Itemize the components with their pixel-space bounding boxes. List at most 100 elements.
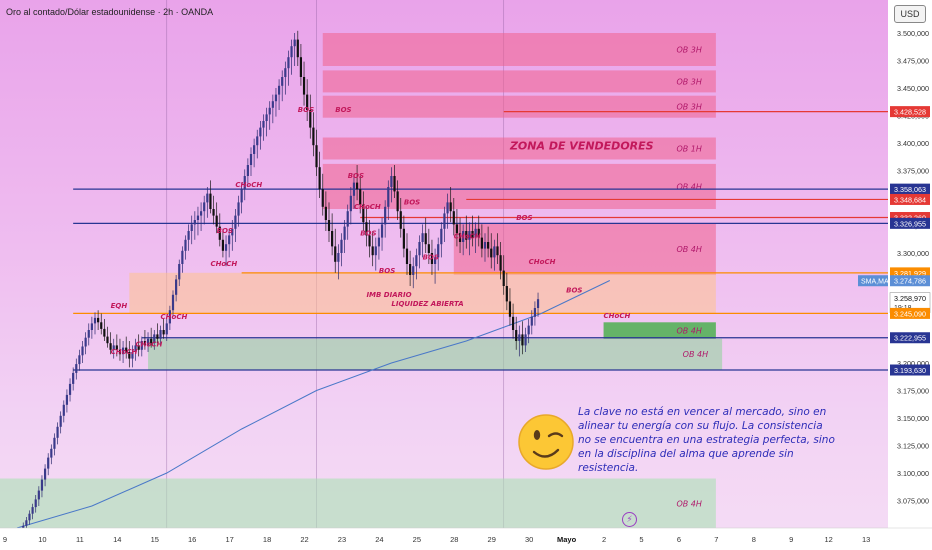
zone-label: OB 4H	[676, 182, 701, 191]
structure-label: CHoCH	[235, 181, 262, 189]
candle-body	[75, 364, 78, 373]
candle-body	[465, 231, 468, 240]
currency-badge[interactable]: USD	[894, 5, 926, 23]
indicator-tag-label: SMA,MA	[861, 279, 889, 286]
candle-body	[443, 213, 446, 229]
candle-body	[468, 231, 471, 240]
candle-body	[521, 334, 524, 346]
candle-body	[253, 145, 256, 154]
candle-body	[302, 77, 306, 95]
candle-body	[505, 286, 508, 302]
candle-body	[209, 193, 212, 209]
zone-box	[322, 95, 716, 118]
zone-label: OB 3H	[676, 77, 701, 86]
candle-body	[527, 325, 530, 335]
price-tag-label: 3.222,955	[894, 334, 926, 343]
candle-body	[365, 222, 368, 236]
candle-body	[206, 193, 209, 203]
zone-box	[0, 478, 716, 528]
structure-label: BOS	[379, 267, 395, 275]
y-tick-label: 3.500,000	[897, 29, 929, 38]
candle-body	[399, 211, 402, 229]
candle-body	[415, 255, 418, 267]
candle-body	[68, 383, 72, 395]
candle-body	[249, 154, 253, 165]
x-tick-label: 9	[3, 535, 7, 544]
x-tick-label: 12	[825, 535, 833, 544]
x-tick-label: 24	[375, 535, 383, 544]
candle-body	[262, 121, 265, 128]
structure-label: BOS	[404, 199, 420, 207]
candle-body	[331, 231, 334, 247]
candle-body	[59, 415, 62, 427]
zone-box	[129, 272, 716, 314]
structure-label: CHoCH	[604, 312, 631, 320]
candle-body	[28, 513, 31, 521]
structure-label: BOS	[298, 106, 314, 114]
structure-label: BOS	[516, 214, 532, 222]
candle-body	[337, 253, 340, 262]
price-tag	[890, 267, 930, 279]
candle-body	[511, 316, 515, 330]
candle-body	[93, 317, 97, 324]
candle-body	[228, 235, 231, 245]
candle-body	[215, 215, 218, 227]
x-tick-label: 30	[525, 535, 533, 544]
zone-box	[322, 163, 716, 209]
structure-label: CHoCH	[161, 313, 188, 321]
candle-body	[168, 310, 171, 324]
candle-body	[518, 334, 521, 341]
candle-body	[53, 437, 56, 449]
candle-body	[265, 114, 268, 121]
candle-body	[359, 189, 362, 205]
candle-body	[159, 330, 162, 339]
candle-body	[533, 308, 537, 317]
candle-body	[430, 253, 434, 264]
candle-body	[318, 167, 321, 190]
candle-body	[437, 244, 440, 258]
candle-body	[240, 189, 243, 203]
candle-body	[371, 246, 374, 256]
x-tick-label: 17	[225, 535, 233, 544]
candle-body	[418, 242, 421, 256]
candle-body	[212, 209, 215, 216]
x-tick-label: 6	[677, 535, 681, 544]
candle-body	[402, 228, 405, 249]
candle-body	[315, 145, 318, 168]
candle-body	[499, 255, 502, 271]
candle-body	[384, 206, 387, 225]
lightning-icon[interactable]: ⚡	[622, 512, 637, 527]
candle-body	[455, 224, 459, 234]
price-tag-label: 3.258,970	[894, 294, 926, 303]
candle-body	[221, 239, 225, 251]
candle-body	[162, 330, 165, 335]
structure-label: EQH	[111, 302, 128, 310]
chart-title: Oro al contado/Dólar estadounidense · 2h…	[6, 7, 214, 17]
x-tick-label: 14	[113, 535, 121, 544]
candle-body	[412, 266, 415, 275]
y-tick-label: 3.475,000	[897, 57, 929, 66]
candle-body	[143, 341, 147, 346]
x-tick-label: 2	[602, 535, 606, 544]
candle-body	[103, 328, 106, 337]
price-tag	[890, 193, 930, 205]
price-tag-label: 3.428,528	[894, 108, 926, 117]
y-tick-label: 3.450,000	[897, 84, 929, 93]
structure-label: IMB DIARIO	[366, 291, 411, 299]
candle-body	[81, 346, 84, 356]
candle-body	[118, 349, 122, 355]
structure-label: BOS	[335, 106, 351, 114]
y-tick-label: 3.125,000	[897, 442, 929, 451]
candle-body	[368, 235, 371, 247]
candle-body	[312, 127, 315, 146]
x-tick-label: 8	[752, 535, 756, 544]
candle-body	[231, 228, 234, 236]
candle-body	[190, 224, 193, 231]
candle-body	[287, 57, 290, 69]
candle-body	[281, 77, 284, 86]
wink-eye-closed-icon	[547, 432, 564, 438]
candle-body	[409, 264, 412, 275]
candle-body	[490, 248, 493, 258]
